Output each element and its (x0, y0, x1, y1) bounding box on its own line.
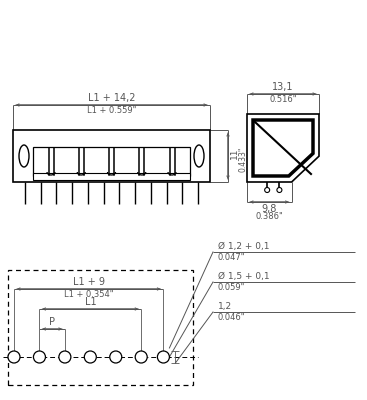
Text: P: P (49, 317, 55, 327)
Text: 1,2: 1,2 (218, 302, 232, 311)
Text: 9,8: 9,8 (262, 204, 277, 214)
Text: 13,1: 13,1 (272, 82, 294, 92)
Circle shape (157, 351, 170, 363)
Bar (33, 148, 190, 176)
Polygon shape (247, 114, 319, 182)
Text: 0.046": 0.046" (218, 313, 246, 322)
Ellipse shape (277, 188, 282, 192)
Bar (13, 130, 210, 182)
Text: 0.059": 0.059" (218, 283, 246, 292)
Text: L1 + 9: L1 + 9 (73, 277, 105, 287)
Circle shape (110, 351, 122, 363)
Circle shape (33, 351, 46, 363)
Polygon shape (253, 120, 313, 176)
Text: L1 + 0.354": L1 + 0.354" (64, 290, 113, 299)
Circle shape (84, 351, 96, 363)
Text: L1 + 0.559": L1 + 0.559" (87, 106, 136, 115)
Circle shape (135, 351, 147, 363)
Text: 0.433": 0.433" (238, 146, 247, 172)
Ellipse shape (194, 145, 204, 167)
Bar (33, 173, 190, 180)
Text: Ø 1,2 + 0,1: Ø 1,2 + 0,1 (218, 242, 269, 251)
Bar (8, 270, 193, 385)
Text: L1 + 14,2: L1 + 14,2 (88, 93, 135, 103)
Text: 0.386": 0.386" (255, 212, 283, 221)
Ellipse shape (265, 188, 270, 192)
Text: 11: 11 (230, 147, 239, 159)
Text: 0.516": 0.516" (269, 95, 297, 104)
Circle shape (8, 351, 20, 363)
Text: L1: L1 (84, 297, 96, 307)
Ellipse shape (19, 145, 29, 167)
Text: 0.047": 0.047" (218, 253, 246, 262)
Text: Ø 1,5 + 0,1: Ø 1,5 + 0,1 (218, 272, 270, 281)
Circle shape (59, 351, 71, 363)
